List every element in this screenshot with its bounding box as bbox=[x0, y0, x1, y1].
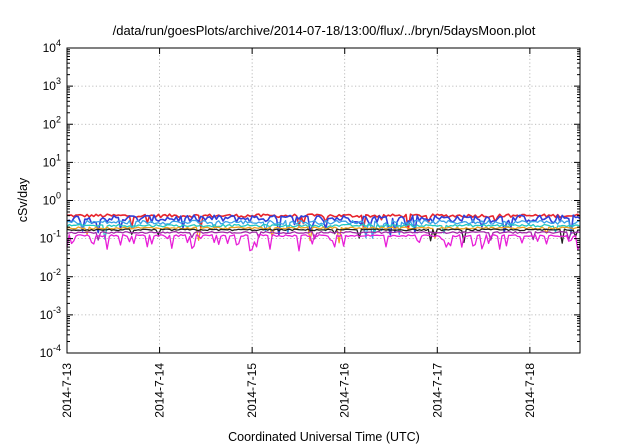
chart-title: /data/run/goesPlots/archive/2014-07-18/1… bbox=[113, 23, 536, 38]
series-line bbox=[66, 233, 581, 252]
y-tick-label: 10-1 bbox=[40, 229, 61, 246]
y-tick-label: 103 bbox=[43, 76, 61, 93]
x-axis-title: Coordinated Universal Time (UTC) bbox=[228, 430, 420, 444]
y-axis-title: cSv/day bbox=[16, 177, 30, 222]
x-tick-label: 2014-7-14 bbox=[153, 363, 167, 418]
x-tick-label: 2014-7-16 bbox=[338, 363, 352, 418]
x-tick-label: 2014-7-18 bbox=[523, 363, 537, 418]
x-tick-labels: 2014-7-13 2014-7-14 2014-7-15 2014-7-16 2014… bbox=[60, 363, 537, 418]
y-tick-label: 10-4 bbox=[40, 343, 61, 360]
tick-marks bbox=[66, 47, 580, 354]
grid-lines bbox=[67, 48, 580, 353]
y-tick-label: 10-2 bbox=[40, 267, 61, 284]
x-tick-label: 2014-7-13 bbox=[60, 363, 74, 418]
x-tick-label: 2014-7-15 bbox=[245, 363, 259, 418]
x-tick-label: 2014-7-17 bbox=[430, 363, 444, 418]
y-tick-label: 102 bbox=[43, 114, 61, 131]
series-line bbox=[67, 213, 581, 231]
data-series bbox=[66, 213, 581, 252]
series-line bbox=[66, 226, 581, 244]
y-tick-labels: 10-4 10-3 10-2 10-1 100 101 102 103 104 bbox=[40, 38, 61, 360]
series-line bbox=[66, 228, 581, 244]
series-line bbox=[66, 214, 581, 236]
y-tick-label: 100 bbox=[43, 191, 61, 208]
y-tick-label: 10-3 bbox=[40, 305, 61, 322]
y-tick-label: 104 bbox=[43, 38, 61, 55]
series-line bbox=[67, 219, 581, 239]
series-line bbox=[66, 231, 581, 241]
y-tick-label: 101 bbox=[43, 152, 61, 169]
